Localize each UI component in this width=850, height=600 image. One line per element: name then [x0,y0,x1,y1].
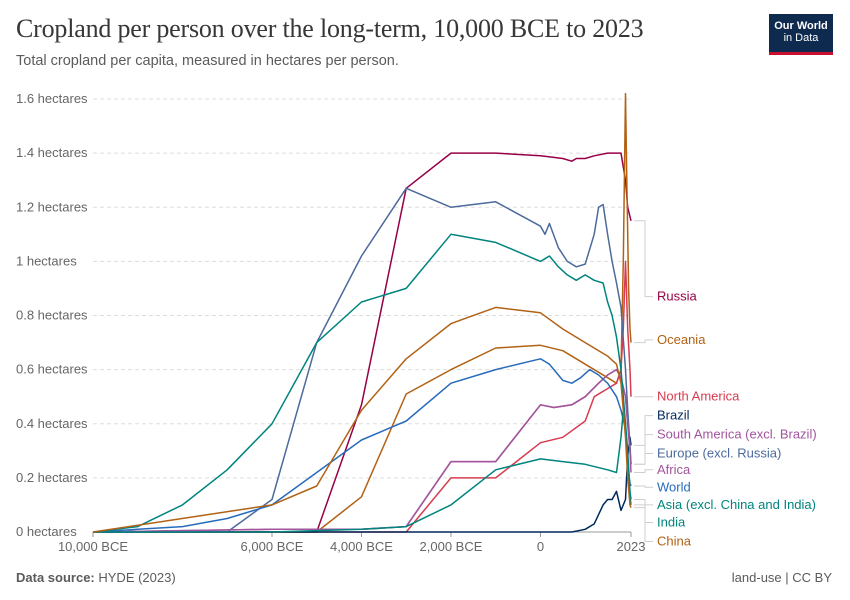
legend-label: South America (excl. Brazil) [657,427,817,442]
x-tick-label: 2,000 BCE [420,539,483,554]
y-tick-label: 1 hectares [16,253,77,268]
x-tick-label: 4,000 BCE [330,539,393,554]
series-line [93,152,632,533]
legend-label: Brazil [657,408,690,423]
series-line [92,368,632,533]
data-source: Data source: HYDE (2023) [16,570,176,585]
legend-label: India [657,515,686,530]
series-line [93,187,632,533]
owid-logo[interactable]: Our World in Data [769,14,833,55]
series-line [93,260,632,533]
legend-connector [634,507,653,542]
legend-label: North America [657,389,740,404]
legend-connector [634,453,653,465]
series-line [93,92,632,533]
legend-connector [634,434,653,465]
legend-label: Africa [657,462,691,477]
legend-label: Asia (excl. China and India) [657,497,816,512]
legend-connector [634,415,653,446]
logo-line-2: in Data [783,32,819,44]
series-line [92,233,632,533]
source-label: Data source: [16,570,95,585]
y-tick-label: 0.6 hectares [16,362,88,377]
legend-label: Europe (excl. Russia) [657,446,781,461]
series-line [92,358,632,533]
legend-label: Oceania [657,332,706,347]
source-value[interactable]: HYDE (2023) [98,570,176,585]
legend-connector [634,485,653,488]
series-line [92,368,632,533]
chart-subtitle: Total cropland per capita, measured in h… [16,53,399,69]
license-text[interactable]: land-use | CC BY [731,570,832,585]
y-tick-label: 1.2 hectares [16,199,88,214]
y-tick-label: 1.6 hectares [16,91,88,106]
y-tick-label: 1.4 hectares [16,145,88,160]
x-tick-label: 10,000 BCE [58,539,128,554]
y-tick-label: 0.8 hectares [16,308,88,323]
legend-connector [634,220,653,298]
legend-label: World [657,479,691,494]
y-tick-label: 0.2 hectares [16,470,88,485]
x-tick-label: 6,000 BCE [241,539,304,554]
legend-connector [634,339,653,344]
legend-connector [634,499,653,523]
series-line [93,409,632,533]
x-tick-label: 0 [537,539,544,554]
series-line [92,306,632,533]
x-tick-label: 2023 [617,539,646,554]
legend-label: Russia [657,289,698,304]
legend-connector [634,469,653,473]
chart-title: Cropland per person over the long-term, … [16,14,644,43]
y-tick-label: 0.4 hectares [16,416,88,431]
legend-label: China [657,533,692,548]
series-line [93,436,632,533]
y-tick-label: 0 hectares [16,524,77,539]
logo-line-1: Our World [774,20,828,32]
